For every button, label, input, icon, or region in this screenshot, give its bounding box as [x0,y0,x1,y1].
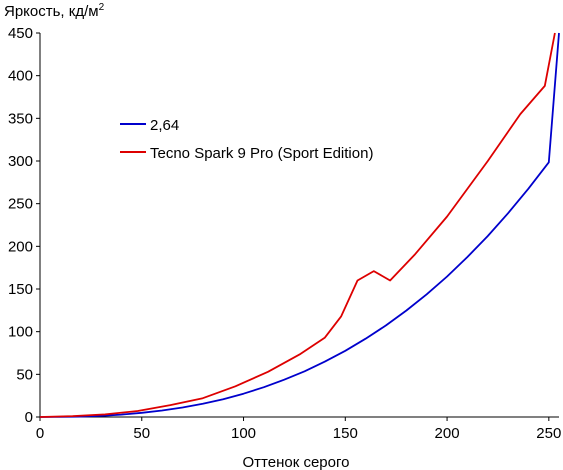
x-tick-label: 150 [333,425,358,442]
series-line-1 [39,32,560,418]
axes [39,33,559,418]
y-tick-label: 0 [25,409,33,426]
x-tick-label: 250 [536,425,561,442]
y-tick-label: 150 [8,281,33,298]
legend: 2,64 Tecno Spark 9 Pro (Sport Edition) [120,117,373,162]
x-axis-title: Оттенок серого [243,454,350,470]
y-tick-label: 350 [8,110,33,127]
y-tick-label: 450 [8,25,33,42]
y-tick-label: 100 [8,324,33,341]
series-line-2 [39,32,556,418]
y-axis-title-sup: 2 [99,2,105,13]
ticks: 0 50 100 150 200 250 300 350 400 450 0 50 100 150 200 2… [8,25,561,442]
y-tick-label: 200 [8,238,33,255]
x-tick-label: 0 [36,425,44,442]
series-layer [39,32,560,418]
x-tick-label: 200 [435,425,460,442]
x-tick-label: 50 [133,425,150,442]
legend-label-series-1: 2,64 [150,117,179,134]
legend-label-series-2: Tecno Spark 9 Pro (Sport Edition) [150,145,373,162]
y-tick-label: 300 [8,153,33,170]
y-tick-label: 400 [8,68,33,85]
y-axis-title: Яркость, кд/м2 [4,2,105,20]
y-tick-label: 50 [16,366,33,383]
x-tick-label: 100 [231,425,256,442]
y-axis-title-text: Яркость, кд/м [4,3,99,20]
y-tick-label: 250 [8,196,33,213]
